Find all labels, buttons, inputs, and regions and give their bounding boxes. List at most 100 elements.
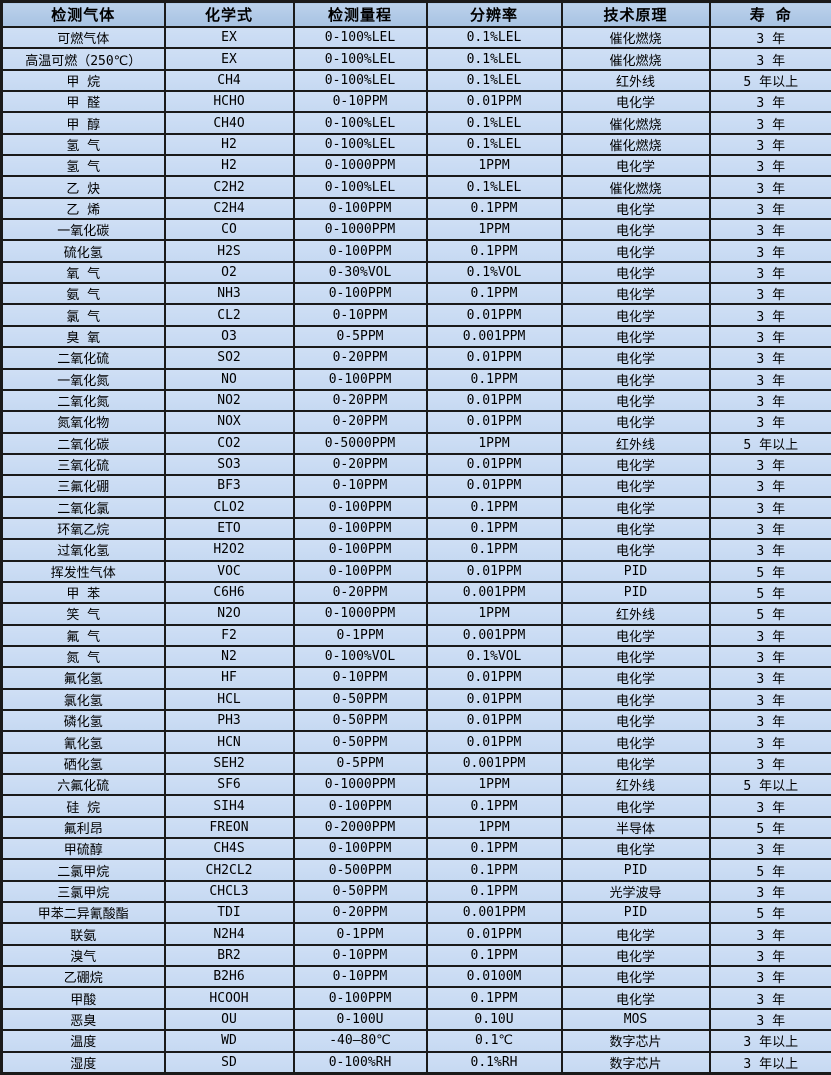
cell-formula: O3 xyxy=(163,324,295,349)
cell-principle: PID xyxy=(560,901,711,925)
cell-principle: 电化学 xyxy=(560,986,711,1010)
header-row: 检测气体 化学式 检测量程 分辨率 技术原理 寿 命 xyxy=(0,0,831,28)
cell-formula: SO3 xyxy=(163,452,295,477)
cell-formula: HCN xyxy=(163,730,295,754)
table-row: 乙 烯 C2H4 0-100PPM 0.1PPM 电化学 3 年 xyxy=(0,196,831,221)
cell-range: 0-20PPM xyxy=(292,452,428,477)
cell-principle: 催化燃烧 xyxy=(560,111,711,135)
cell-formula: CH4O xyxy=(163,111,295,135)
table-row: 甲 醛 HCHO 0-10PPM 0.01PPM 电化学 3 年 xyxy=(0,90,831,114)
cell-principle: PID xyxy=(560,580,711,605)
cell-formula: HCHO xyxy=(163,90,295,114)
cell-resolution: 0.1PPM xyxy=(425,879,563,904)
cell-formula: C2H4 xyxy=(163,196,295,221)
cell-lifespan: 3 年 xyxy=(708,538,831,562)
cell-lifespan: 3 年 xyxy=(708,474,831,498)
cell-range: 0-100PPM xyxy=(292,516,428,541)
cell-principle: 电化学 xyxy=(560,943,711,968)
cell-lifespan: 3 年 xyxy=(708,644,831,669)
table-row: 一氧化氮 NO 0-100PPM 0.1PPM 电化学 3 年 xyxy=(0,367,831,391)
cell-formula: ETO xyxy=(163,516,295,541)
table-row: 二氯甲烷 CH2CL2 0-500PPM 0.1PPM PID 5 年 xyxy=(0,858,831,882)
cell-range: 0-100PPM xyxy=(292,794,428,818)
cell-resolution: 0.1%LEL xyxy=(425,25,563,50)
cell-resolution: 1PPM xyxy=(425,602,563,626)
cell-principle: 电化学 xyxy=(560,708,711,733)
cell-resolution: 0.1PPM xyxy=(425,495,563,519)
cell-formula: WD xyxy=(163,1029,295,1053)
cell-range: 0-2000PPM xyxy=(292,815,428,840)
cell-gas: 臭 氧 xyxy=(0,324,166,349)
cell-resolution: 0.1PPM xyxy=(425,986,563,1010)
cell-formula: HCOOH xyxy=(163,986,295,1010)
cell-gas: 甲酸 xyxy=(0,986,166,1010)
table-row: 硫化氢 H2S 0-100PPM 0.1PPM 电化学 3 年 xyxy=(0,239,831,263)
cell-principle: 红外线 xyxy=(560,431,711,455)
cell-lifespan: 5 年 xyxy=(708,580,831,605)
table-row: 氯化氢 HCL 0-50PPM 0.01PPM 电化学 3 年 xyxy=(0,687,831,712)
cell-principle: 电化学 xyxy=(560,922,711,946)
table-row: 氟化氢 HF 0-10PPM 0.01PPM 电化学 3 年 xyxy=(0,666,831,690)
cell-formula: TDI xyxy=(163,901,295,925)
cell-lifespan: 3 年 xyxy=(708,239,831,263)
cell-lifespan: 3 年 xyxy=(708,175,831,199)
cell-gas: 三氟化硼 xyxy=(0,474,166,498)
cell-lifespan: 3 年 xyxy=(708,367,831,391)
cell-principle: 电化学 xyxy=(560,154,711,178)
table-row: 磷化氢 PH3 0-50PPM 0.01PPM 电化学 3 年 xyxy=(0,708,831,733)
cell-gas: 乙 烯 xyxy=(0,196,166,221)
cell-resolution: 0.01PPM xyxy=(425,303,563,327)
cell-resolution: 0.01PPM xyxy=(425,388,563,413)
cell-lifespan: 3 年 xyxy=(708,154,831,178)
cell-resolution: 0.1PPM xyxy=(425,858,563,882)
cell-formula: CLO2 xyxy=(163,495,295,519)
table-row: 溴气 BR2 0-10PPM 0.1PPM 电化学 3 年 xyxy=(0,943,831,968)
cell-lifespan: 5 年 xyxy=(708,901,831,925)
cell-gas: 氧 气 xyxy=(0,260,166,285)
cell-range: 0-100PPM xyxy=(292,837,428,861)
cell-resolution: 0.001PPM xyxy=(425,751,563,776)
table-row: 氮氧化物 NOX 0-20PPM 0.01PPM 电化学 3 年 xyxy=(0,410,831,434)
cell-gas: 三氯甲烷 xyxy=(0,879,166,904)
cell-range: 0-1000PPM xyxy=(292,602,428,626)
cell-formula: NH3 xyxy=(163,282,295,306)
cell-formula: CH4S xyxy=(163,837,295,861)
table-row: 甲 苯 C6H6 0-20PPM 0.001PPM PID 5 年 xyxy=(0,580,831,605)
column-header-resolution: 分辨率 xyxy=(425,0,563,28)
cell-lifespan: 3 年 xyxy=(708,837,831,861)
cell-resolution: 0.01PPM xyxy=(425,922,563,946)
cell-resolution: 0.1PPM xyxy=(425,282,563,306)
cell-resolution: 0.01PPM xyxy=(425,687,563,712)
cell-principle: PID xyxy=(560,559,711,583)
cell-range: 0-20PPM xyxy=(292,346,428,370)
cell-resolution: 0.001PPM xyxy=(425,580,563,605)
cell-formula: OU xyxy=(163,1007,295,1032)
cell-lifespan: 3 年 xyxy=(708,965,831,989)
cell-principle: 电化学 xyxy=(560,324,711,349)
cell-formula: C6H6 xyxy=(163,580,295,605)
cell-formula: FREON xyxy=(163,815,295,840)
cell-resolution: 0.1%LEL xyxy=(425,47,563,71)
table-header: 检测气体 化学式 检测量程 分辨率 技术原理 寿 命 xyxy=(0,0,831,28)
cell-principle: 红外线 xyxy=(560,602,711,626)
cell-resolution: 0.1%LEL xyxy=(425,111,563,135)
cell-lifespan: 3 年 xyxy=(708,794,831,818)
cell-principle: 电化学 xyxy=(560,837,711,861)
cell-resolution: 0.1%LEL xyxy=(425,132,563,157)
cell-lifespan: 5 年 xyxy=(708,858,831,882)
cell-gas: 甲 苯 xyxy=(0,580,166,605)
cell-lifespan: 3 年 xyxy=(708,47,831,71)
column-header-formula: 化学式 xyxy=(163,0,295,28)
cell-lifespan: 3 年 xyxy=(708,1007,831,1032)
cell-gas: 溴气 xyxy=(0,943,166,968)
cell-lifespan: 3 年 xyxy=(708,25,831,50)
cell-resolution: 0.1℃ xyxy=(425,1029,563,1053)
table-row: 氧 气 O2 0-30%VOL 0.1%VOL 电化学 3 年 xyxy=(0,260,831,285)
table-row: 联氨 N2H4 0-1PPM 0.01PPM 电化学 3 年 xyxy=(0,922,831,946)
cell-principle: 电化学 xyxy=(560,260,711,285)
cell-resolution: 0.1%LEL xyxy=(425,68,563,93)
cell-principle: 电化学 xyxy=(560,346,711,370)
table-row: 甲 醇 CH4O 0-100%LEL 0.1%LEL 催化燃烧 3 年 xyxy=(0,111,831,135)
cell-range: 0-30%VOL xyxy=(292,260,428,285)
cell-range: 0-10PPM xyxy=(292,666,428,690)
